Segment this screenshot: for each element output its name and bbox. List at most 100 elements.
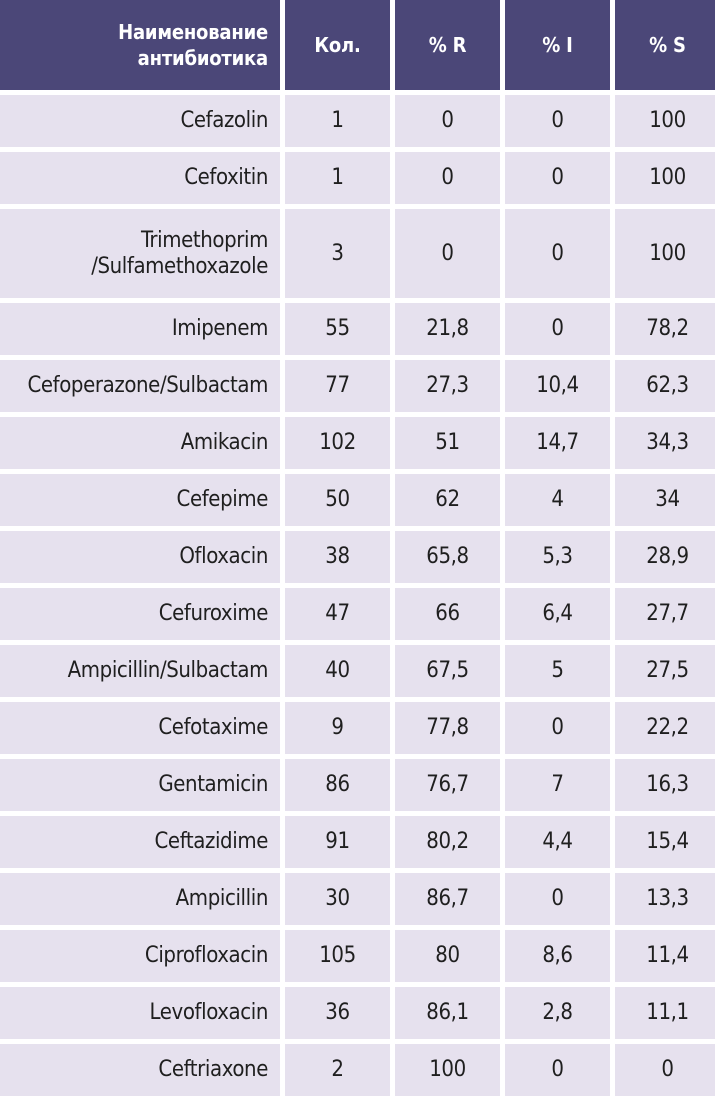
resistant-percent-cell: 66 — [395, 588, 500, 640]
count-cell: 47 — [285, 588, 390, 640]
intermediate-percent-cell: 0 — [505, 1044, 610, 1096]
antibiotic-name-line1: Cefuroxime — [158, 601, 269, 626]
count-cell: 40 — [285, 645, 390, 697]
resistant-percent-cell: 0 — [395, 209, 500, 298]
susceptible-percent-cell: 27,5 — [615, 645, 715, 697]
resistant-percent-cell: 86,1 — [395, 987, 500, 1039]
count-cell: 50 — [285, 474, 390, 526]
header-antibiotic-name-line2: антибиотика — [137, 46, 269, 70]
intermediate-percent-cell: 4 — [505, 474, 610, 526]
susceptible-percent-cell: 28,9 — [615, 531, 715, 583]
antibiotic-name-cell: Cefuroxime — [0, 588, 280, 640]
intermediate-percent-cell: 0 — [505, 95, 610, 147]
antibiotic-name-line1: Ceftazidime — [154, 829, 269, 854]
intermediate-percent-cell: 2,8 — [505, 987, 610, 1039]
header-intermediate-percent: % I — [505, 0, 610, 90]
intermediate-percent-cell: 6,4 — [505, 588, 610, 640]
resistant-percent-cell: 51 — [395, 417, 500, 469]
antibiotic-name-cell: Ampicillin/Sulbactam — [0, 645, 280, 697]
table-row: Ofloxacin 38 65,8 5,3 28,9 — [0, 531, 715, 583]
count-cell: 30 — [285, 873, 390, 925]
table-row: Levofloxacin 36 86,1 2,8 11,1 — [0, 987, 715, 1039]
header-count: Кол. — [285, 0, 390, 90]
count-cell: 102 — [285, 417, 390, 469]
antibiotic-name-cell: Cefepime — [0, 474, 280, 526]
count-cell: 91 — [285, 816, 390, 868]
count-cell: 38 — [285, 531, 390, 583]
antibiotic-name-line1: Imipenem — [171, 316, 269, 341]
header-row: Наименование антибиотика Кол. % R % I % … — [0, 0, 715, 90]
intermediate-percent-cell: 5 — [505, 645, 610, 697]
antibiotic-name-line1: Levofloxacin — [149, 1000, 269, 1025]
susceptible-percent-cell: 11,1 — [615, 987, 715, 1039]
susceptible-percent-cell: 78,2 — [615, 303, 715, 355]
susceptible-percent-cell: 11,4 — [615, 930, 715, 982]
antibiotic-name-line1: Cefoperazone/Sulbactam — [27, 373, 268, 398]
resistant-percent-cell: 67,5 — [395, 645, 500, 697]
table-row: Ceftriaxone 2 100 0 0 — [0, 1044, 715, 1096]
intermediate-percent-cell: 0 — [505, 152, 610, 204]
count-cell: 55 — [285, 303, 390, 355]
table-header: Наименование антибиотика Кол. % R % I % … — [0, 0, 715, 90]
table-row: Imipenem 55 21,8 0 78,2 — [0, 303, 715, 355]
antibiotic-name-line1: Ceftriaxone — [158, 1057, 268, 1082]
resistant-percent-cell: 80 — [395, 930, 500, 982]
susceptible-percent-cell: 100 — [615, 95, 715, 147]
intermediate-percent-cell: 14,7 — [505, 417, 610, 469]
table-row: Cefoxitin 1 0 0 100 — [0, 152, 715, 204]
susceptible-percent-cell: 62,3 — [615, 360, 715, 412]
resistant-percent-cell: 65,8 — [395, 531, 500, 583]
antibiotic-name-cell: Cefazolin — [0, 95, 280, 147]
antibiotic-name-cell: Ciprofloxacin — [0, 930, 280, 982]
antibiotic-name-cell: Cefoperazone/Sulbactam — [0, 360, 280, 412]
antibiotic-name-line1: Cefotaxime — [158, 715, 268, 740]
resistant-percent-cell: 100 — [395, 1044, 500, 1096]
table-row: Ampicillin/Sulbactam 40 67,5 5 27,5 — [0, 645, 715, 697]
header-resistant-percent: % R — [395, 0, 500, 90]
count-cell: 1 — [285, 152, 390, 204]
intermediate-percent-cell: 10,4 — [505, 360, 610, 412]
table-row: Gentamicin 86 76,7 7 16,3 — [0, 759, 715, 811]
antibiotic-name-line1: Cefazolin — [180, 108, 268, 133]
susceptible-percent-cell: 100 — [615, 209, 715, 298]
intermediate-percent-cell: 7 — [505, 759, 610, 811]
table-row: Amikacin 102 51 14,7 34,3 — [0, 417, 715, 469]
antibiotic-name-cell: Gentamicin — [0, 759, 280, 811]
resistant-percent-cell: 0 — [395, 95, 500, 147]
intermediate-percent-cell: 8,6 — [505, 930, 610, 982]
antibiotic-name-cell: Ceftazidime — [0, 816, 280, 868]
antibiotic-name-cell: Cefoxitin — [0, 152, 280, 204]
resistant-percent-cell: 86,7 — [395, 873, 500, 925]
count-cell: 36 — [285, 987, 390, 1039]
count-cell: 9 — [285, 702, 390, 754]
susceptible-percent-cell: 34 — [615, 474, 715, 526]
antibiotic-name-cell: Ampicillin — [0, 873, 280, 925]
header-susceptible-percent: % S — [615, 0, 715, 90]
antibiotic-name-line1: Cefoxitin — [184, 165, 268, 190]
table-row: Ciprofloxacin 105 80 8,6 11,4 — [0, 930, 715, 982]
intermediate-percent-cell: 4,4 — [505, 816, 610, 868]
resistant-percent-cell: 27,3 — [395, 360, 500, 412]
susceptible-percent-cell: 27,7 — [615, 588, 715, 640]
table-row: Cefuroxime 47 66 6,4 27,7 — [0, 588, 715, 640]
antibiotic-name-cell: Amikacin — [0, 417, 280, 469]
table-row: Cefoperazone/Sulbactam 77 27,3 10,4 62,3 — [0, 360, 715, 412]
table-row: Cefepime 50 62 4 34 — [0, 474, 715, 526]
table-row: Ampicillin 30 86,7 0 13,3 — [0, 873, 715, 925]
susceptible-percent-cell: 100 — [615, 152, 715, 204]
header-antibiotic-name-line1: Наименование — [118, 20, 268, 44]
antibiotic-name-line1: Gentamicin — [158, 772, 268, 797]
antibiotic-name-cell: Ofloxacin — [0, 531, 280, 583]
intermediate-percent-cell: 0 — [505, 209, 610, 298]
antibiotic-name-line1: Ampicillin — [175, 886, 269, 911]
intermediate-percent-cell: 0 — [505, 873, 610, 925]
antibiotic-name-cell: Imipenem — [0, 303, 280, 355]
table-row: Trimethoprim/Sulfamethoxazole 3 0 0 100 — [0, 209, 715, 298]
intermediate-percent-cell: 0 — [505, 303, 610, 355]
antibiotic-name-line1: Ampicillin/Sulbactam — [67, 658, 269, 683]
antibiotic-name-cell: Cefotaxime — [0, 702, 280, 754]
intermediate-percent-cell: 5,3 — [505, 531, 610, 583]
susceptible-percent-cell: 22,2 — [615, 702, 715, 754]
table-body: Cefazolin 1 0 0 100 Cefoxitin 1 0 0 100 Trimethopr… — [0, 95, 715, 1096]
